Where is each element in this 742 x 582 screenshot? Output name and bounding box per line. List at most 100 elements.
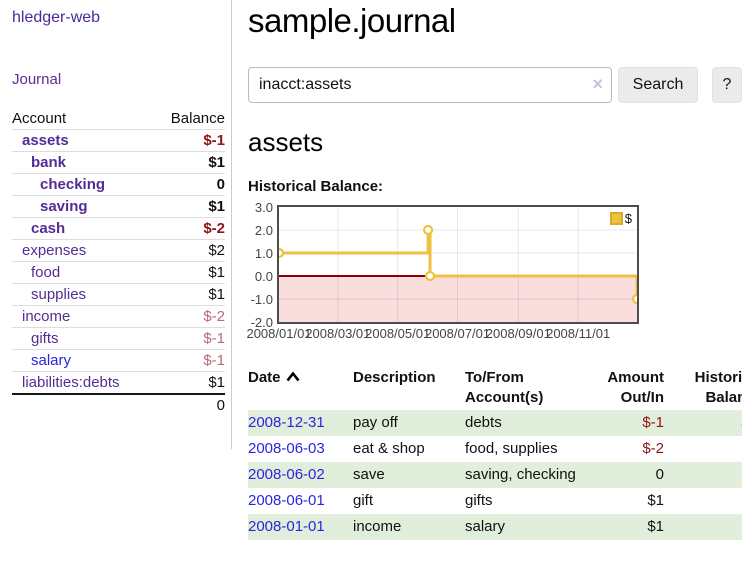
account-balance: $1 [208,154,225,171]
x-tick-label: 2008/05/01 [365,326,431,341]
transaction-row: 2008-12-31 pay off debts $-1$-1 [248,410,742,436]
x-tick-label: 2008/03/01 [305,326,371,341]
sidebar-account-expenses[interactable]: expenses [22,242,87,259]
main-content: sample.journal × Search ? assets Histori… [246,0,742,540]
accounts-rows: assets $-1 bank $1 checking 0 saving $1 cash $-2 e… [12,130,225,393]
sidebar-divider [231,0,232,449]
sidebar-account-assets[interactable]: assets [22,132,69,149]
transaction-row: 2008-01-01 income salary $1$1 [248,514,742,540]
transaction-amount: $-1 [642,414,664,431]
register-header-balance: Historical Balance [694,369,742,406]
sidebar-item-journal[interactable]: Journal [12,71,62,88]
sidebar-account-liabilities-debts[interactable]: liabilities:debts [22,374,120,391]
search-input-wrap: × [248,67,612,103]
transaction-date-link[interactable]: 2008-06-02 [248,466,325,483]
account-row: bank $1 [12,152,225,174]
transaction-description: save [353,466,385,483]
sidebar-account-bank[interactable]: bank [31,154,67,171]
transaction-accounts: gifts [465,492,493,509]
account-balance: $-2 [203,308,225,325]
transaction-accounts: salary [465,518,506,535]
sidebar-account-supplies[interactable]: supplies [31,286,87,303]
transaction-description: gift [353,492,374,509]
search-form: × Search ? [248,67,742,103]
transaction-date-link[interactable]: 2008-06-01 [248,492,325,509]
register-header-description: Description [353,369,436,386]
register-header-date[interactable]: Date [248,366,353,410]
transaction-row: 2008-06-01 gift gifts $1$2 [248,488,742,514]
search-button[interactable]: Search [618,67,698,103]
clear-search-icon[interactable]: × [592,74,603,94]
x-tick-label: 2008/11/01 [546,326,611,341]
account-row: liabilities:debts $1 [12,372,225,393]
y-tick-label: 0.0 [254,269,273,284]
transaction-date-link[interactable]: 2008-12-31 [248,414,325,431]
account-row: saving $1 [12,196,225,218]
register-header-amount: Amount Out/In [607,369,664,406]
transaction-amount: $1 [647,518,664,535]
y-tick-label: 1.0 [254,246,273,261]
account-row: cash $-2 [12,218,225,240]
app-title-link[interactable]: hledger-web [12,9,101,26]
register-table: Date Description To/From Account(s) Amount … [248,366,742,540]
transaction-date-link[interactable]: 2008-06-03 [248,440,325,457]
accounts-total-row: 0 [12,393,225,416]
account-row: expenses $2 [12,240,225,262]
accounts-table-header: Account Balance [12,108,225,130]
series-swatch-icon [609,212,623,225]
account-balance: $1 [208,286,225,303]
transaction-description: pay off [353,414,398,431]
sidebar-account-saving[interactable]: saving [40,198,88,215]
historical-balance-chart: 3.0 2.0 1.0 0.0 -1.0 -2.0 $ 2008/01/01 2008/03… [246,201,742,346]
transaction-amount: 0 [655,466,664,483]
account-balance: $1 [208,374,225,391]
sidebar-account-food[interactable]: food [31,264,61,281]
transaction-amount: $-2 [642,440,664,457]
transaction-accounts: food, supplies [465,440,558,457]
transaction-date-link[interactable]: 2008-01-01 [248,518,325,535]
date-header-label: Date [248,369,281,386]
account-row: salary $-1 [12,350,225,372]
page-title: sample.journal [248,2,456,39]
account-row: gifts $-1 [12,328,225,350]
account-column-header: Account [12,110,67,127]
sidebar-account-cash[interactable]: cash [31,220,66,237]
account-row: income $-2 [12,306,225,328]
sidebar-account-income[interactable]: income [22,308,71,325]
transaction-accounts: saving, checking [465,466,576,483]
transaction-row: 2008-06-02 save saving, checking 0$2 [248,462,742,488]
account-balance: 0 [216,176,225,193]
chart-legend: $ [607,210,634,227]
account-row: checking 0 [12,174,225,196]
transaction-description: income [353,518,402,535]
y-tick-label: -1.0 [250,292,273,307]
sidebar-account-gifts[interactable]: gifts [31,330,59,347]
balance-column-header: Balance [170,110,225,127]
account-balance: $1 [208,198,225,215]
y-tick-label: -2.0 [250,315,273,330]
sidebar-account-salary[interactable]: salary [31,352,72,369]
account-balance: $-1 [203,352,225,369]
total-balance: 0 [216,397,225,414]
transaction-description: eat & shop [353,440,425,457]
account-heading: assets [248,127,324,157]
account-balance: $-1 [203,132,225,149]
transaction-accounts: debts [465,414,502,431]
search-input[interactable] [248,67,612,103]
account-row: food $1 [12,262,225,284]
sort-ascending-icon [285,371,300,382]
account-row: assets $-1 [12,130,225,152]
transaction-row: 2008-06-03 eat & shop food, supplies $-20 [248,436,742,462]
sidebar-account-checking[interactable]: checking [40,176,106,193]
transaction-balance: $2 [666,488,742,514]
account-row: supplies $1 [12,284,225,306]
chart-plot-area[interactable]: $ [277,205,639,324]
transaction-balance: 0 [666,436,742,462]
register-header-accounts: To/From Account(s) [465,369,544,406]
transaction-balance: $1 [666,514,742,540]
sidebar: hledger-web Journal Account Balance asse… [0,0,230,416]
chart-section-label: Historical Balance: [248,178,384,195]
x-tick-label: 2008/01/01 [246,326,312,341]
help-button[interactable]: ? [712,67,742,103]
account-balance: $-2 [203,220,225,237]
